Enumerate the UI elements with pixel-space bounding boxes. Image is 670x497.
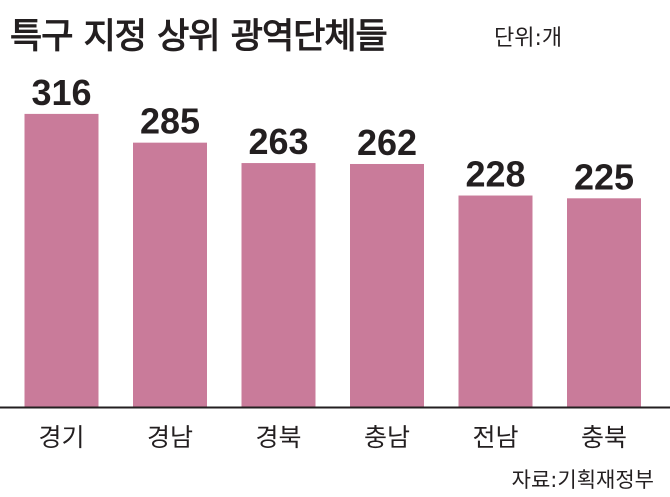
category-label-2: 경남 [147, 423, 193, 452]
bar-6 [567, 198, 641, 407]
bar-5 [458, 195, 533, 407]
bar-4 [350, 163, 424, 407]
category-label-3: 경북 [255, 423, 301, 452]
chart-title: 특구 지정 상위 광역단체들 [10, 17, 388, 57]
unit-label: 단위:개 [494, 26, 563, 51]
category-label-5: 전남 [472, 423, 518, 452]
bar-3 [241, 163, 316, 407]
value-label-6: 225 [574, 156, 634, 197]
value-label-1: 316 [31, 72, 91, 113]
bar-1 [24, 113, 99, 407]
bar-2 [133, 142, 207, 408]
category-label-6: 충북 [581, 423, 627, 452]
category-label-4: 충남 [364, 423, 410, 452]
value-label-4: 262 [357, 122, 417, 163]
value-label-2: 285 [140, 101, 200, 142]
source-label: 자료:기획재정부 [511, 468, 654, 492]
category-label-1: 경기 [38, 423, 84, 452]
value-label-5: 228 [465, 154, 525, 195]
value-label-3: 263 [248, 121, 308, 162]
